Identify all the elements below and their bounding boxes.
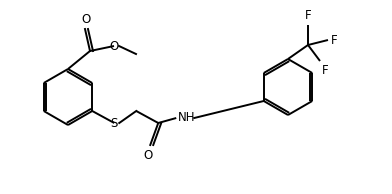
Text: O: O xyxy=(109,40,119,53)
Text: NH: NH xyxy=(178,111,195,124)
Text: F: F xyxy=(322,64,328,77)
Text: O: O xyxy=(143,149,153,162)
Text: F: F xyxy=(305,9,311,22)
Text: S: S xyxy=(111,117,118,130)
Text: F: F xyxy=(331,34,338,47)
Text: O: O xyxy=(82,13,91,26)
